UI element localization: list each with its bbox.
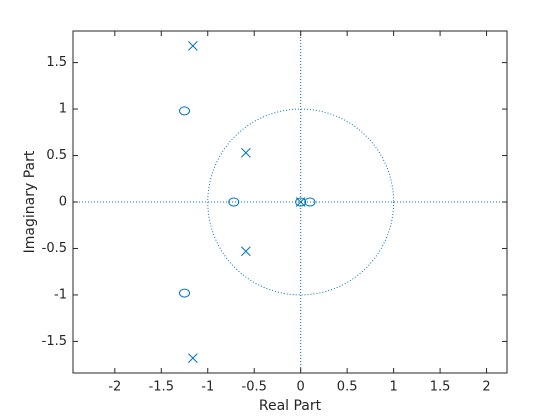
- x-tick-label: -1.5: [149, 380, 174, 395]
- x-tick-label: 1: [389, 380, 397, 395]
- pole-marker: [241, 246, 251, 257]
- y-tick-label: 1.5: [46, 55, 67, 70]
- zero-marker: [179, 106, 191, 116]
- pole-marker: [188, 353, 198, 363]
- y-tick-label: -0.5: [42, 241, 67, 256]
- y-tick-label: -1: [54, 287, 67, 302]
- x-tick-label: -0.5: [242, 380, 267, 395]
- y-tick-label: 1: [59, 102, 67, 117]
- y-axis-label: Imaginary Part: [22, 150, 38, 253]
- y-tick-label: -1.5: [42, 334, 67, 349]
- x-tick-label: -2: [108, 380, 121, 395]
- x-tick-label: 1.5: [430, 380, 451, 395]
- zero-marker: [295, 197, 307, 207]
- unit-circle: [207, 108, 395, 296]
- y-tick-label: 0.5: [46, 148, 67, 163]
- x-tick-label: 0.5: [337, 380, 358, 395]
- x-axis-label: Real Part: [259, 398, 322, 414]
- y-tick-label: 0: [59, 195, 67, 210]
- x-tick-label: 0: [297, 380, 305, 395]
- x-tick-label: -1: [201, 380, 214, 395]
- zero-marker: [179, 288, 191, 298]
- pole-marker: [188, 41, 198, 51]
- x-tick-label: 2: [482, 380, 490, 395]
- pole-marker: [295, 197, 306, 207]
- zero-marker: [228, 197, 240, 207]
- zero-marker: [304, 197, 316, 207]
- pole-marker: [241, 147, 251, 158]
